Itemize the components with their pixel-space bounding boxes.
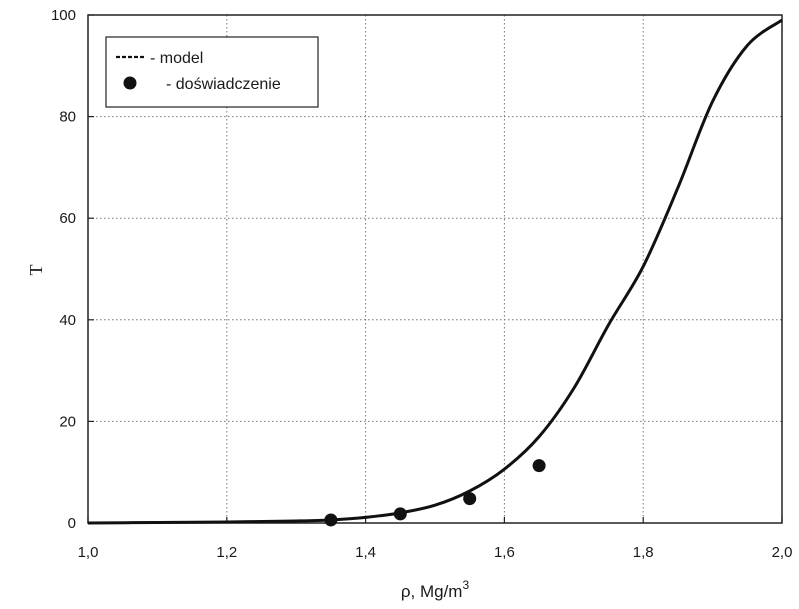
series-layer bbox=[87, 18, 783, 527]
x-tick-label: 1,4 bbox=[355, 544, 376, 561]
x-tick-label: 1,2 bbox=[216, 544, 237, 561]
legend-label-experiment: - doświadczenie bbox=[166, 76, 281, 93]
y-tick-label: 100 bbox=[51, 7, 76, 24]
legend-marker-swatch bbox=[123, 76, 137, 90]
x-tick-label: 1,6 bbox=[494, 544, 515, 561]
plot-frame bbox=[87, 14, 783, 524]
legend-box bbox=[105, 36, 319, 108]
y-axis-label: T bbox=[26, 265, 46, 276]
y-tick-label: 20 bbox=[59, 413, 76, 430]
x-axis-ticks: 1,0 1,2 1,4 1,6 1,8 2,0 bbox=[78, 517, 793, 561]
legend: - model - doświadczenie bbox=[105, 36, 319, 108]
y-tick-label: 80 bbox=[59, 109, 76, 126]
experiment-point bbox=[532, 459, 546, 473]
experiment-point bbox=[324, 513, 338, 527]
y-tick-label: 60 bbox=[59, 210, 76, 227]
x-tick-label: 1,0 bbox=[78, 544, 99, 561]
x-tick-label: 2,0 bbox=[772, 544, 793, 561]
legend-label-model: - model bbox=[150, 50, 203, 67]
experiment-point bbox=[393, 507, 407, 521]
y-tick-label: 40 bbox=[59, 312, 76, 329]
y-tick-label: 0 bbox=[68, 515, 76, 532]
x-tick-label: 1,8 bbox=[633, 544, 654, 561]
y-axis-ticks: 0 20 40 60 80 100 bbox=[51, 7, 94, 532]
experiment-point bbox=[463, 492, 477, 506]
x-axis-label: ρ, Mg/m3 bbox=[401, 578, 470, 601]
model-curve bbox=[87, 18, 783, 525]
